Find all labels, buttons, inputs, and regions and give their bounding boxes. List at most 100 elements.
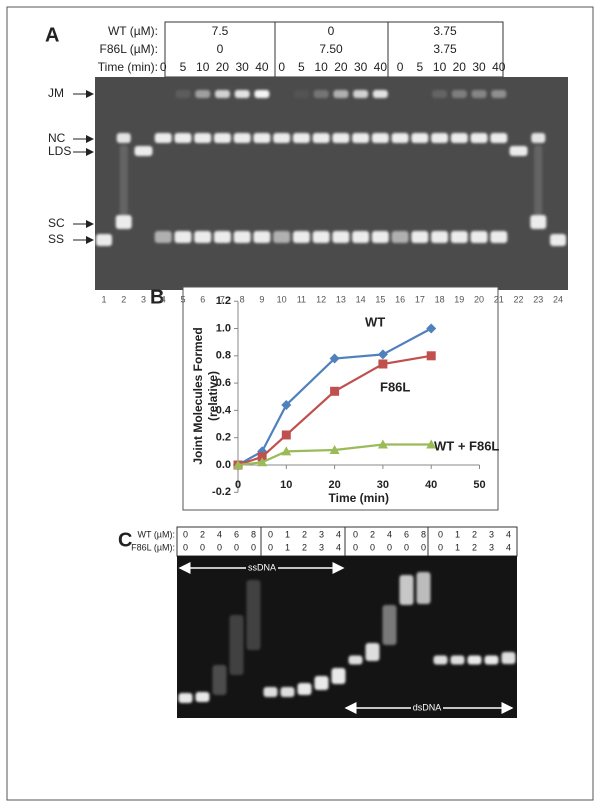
gel-band [353,90,369,98]
gel-band [246,580,261,650]
header-value: 2 [200,529,205,539]
header-value: 4 [336,542,341,552]
gel-band [491,90,507,98]
gel-band [175,90,191,98]
lane-number: 12 [316,294,326,304]
gel-band [234,90,250,98]
series-label: WT [365,314,385,329]
lane-number: 8 [240,294,245,304]
gel-band [119,145,128,215]
row-label: WT (µM): [137,529,175,539]
gel-band [174,133,192,143]
lane-number: 10 [277,294,287,304]
lane-number: 23 [533,294,543,304]
point [281,399,292,410]
header-value: 1 [285,529,290,539]
gel-band [297,683,312,695]
gel-band [372,90,388,98]
lane-number: 17 [415,294,425,304]
gel-band [332,133,350,143]
header-value: 3 [489,542,494,552]
time-value: 5 [298,60,305,74]
time-value: 40 [374,60,388,74]
header-value: 0 [183,529,188,539]
header-value: 1 [455,529,460,539]
label-bg [411,702,443,714]
lane-number: 9 [259,294,264,304]
point [377,439,388,449]
gel-band [292,231,310,243]
gel-band [531,133,546,143]
gel-band [431,231,449,243]
gel-band [194,231,212,243]
x-tick-label: 20 [328,479,340,491]
point [330,386,340,396]
series-line [237,443,432,467]
gel-band [212,665,227,695]
point [281,430,291,440]
band-label: SC [48,216,65,230]
x-tick-label: 30 [377,479,389,491]
header-value: 8 [421,529,426,539]
lane-number: 24 [553,294,563,304]
time-value: 20 [216,60,230,74]
time-value: 30 [472,60,486,74]
header-value: 0 [370,542,375,552]
gel-band [115,215,132,229]
time-value: 10 [433,60,447,74]
gel-band [134,146,153,156]
gel-band [332,231,350,243]
header-value: 1 [455,542,460,552]
point [233,460,243,469]
gel-band [331,668,346,684]
time-value: 20 [453,60,467,74]
gel-band [411,133,429,143]
gel-label: dsDNA [413,702,442,712]
header-value: 4 [336,529,341,539]
band-label: NC [48,131,66,145]
lane-number: 3 [141,294,146,304]
lane-number: 7 [220,294,225,304]
gel-band [450,231,468,243]
time-value: 40 [492,60,506,74]
header-value: 4 [387,529,392,539]
figure-border [6,6,594,801]
header-value: 3 [489,529,494,539]
header-value: 2 [302,542,307,552]
gel-band [314,676,329,690]
y-tick-label: 0.2 [216,432,231,444]
header-box [176,526,518,557]
point [426,323,437,334]
header-value: 0 [183,542,188,552]
series-label: WT + F86L [434,438,499,453]
lane-number: 2 [121,294,126,304]
gel-band [490,231,508,243]
gel-band [116,133,131,143]
panel-label: B [150,286,164,308]
gel-band [213,231,231,243]
gel-band [411,231,429,243]
point [329,444,340,454]
time-value: 10 [196,60,210,74]
header-value: 3 [319,529,324,539]
header-value: 0 [217,42,224,56]
lane-number: 6 [200,294,205,304]
gel-band [312,231,330,243]
gel-band [530,215,547,229]
point [329,353,340,364]
y-axis-title: (relative) [206,371,220,421]
header-value: 7.5 [212,24,229,38]
header-value: 8 [251,529,256,539]
y-tick-label: -0.2 [212,486,231,498]
gel-band [391,231,409,243]
y-tick-label: 0.0 [216,459,231,471]
gel-band [371,231,389,243]
gel-band [534,145,543,215]
header-value: 3.75 [433,24,457,38]
time-value: 20 [334,60,348,74]
header-value: 0 [438,542,443,552]
gel-band [263,687,278,697]
gel-band [233,133,251,143]
header-value: 2 [472,529,477,539]
gel-band [391,133,409,143]
